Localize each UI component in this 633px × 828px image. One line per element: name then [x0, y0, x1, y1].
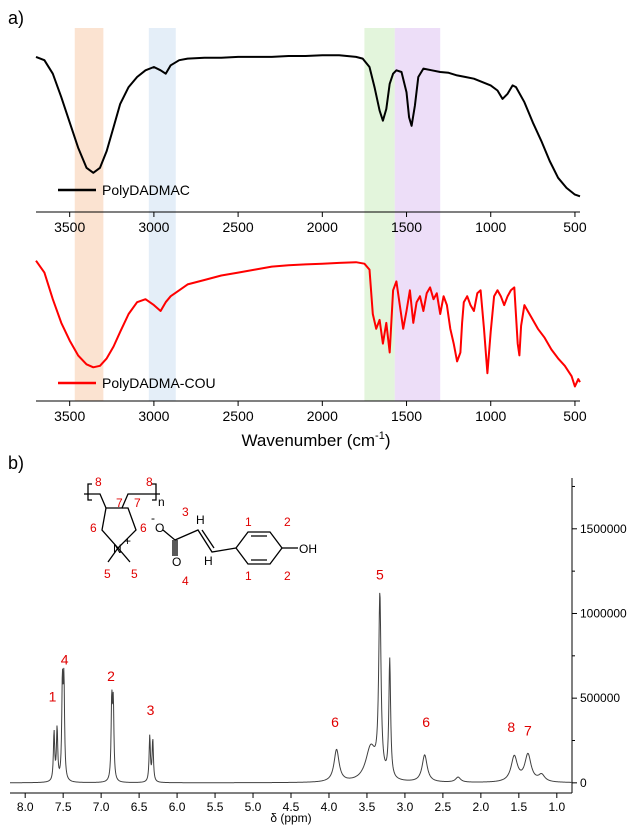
y-ticks-nmr: 0 500000 1000000 1500000: [572, 485, 627, 790]
mol-num-5a: 5: [104, 567, 111, 581]
n-methyls: [107, 547, 131, 563]
co-double: [172, 540, 178, 556]
y-tick-label: 1500000: [580, 522, 627, 536]
vinyl: [174, 529, 237, 553]
nmr-spectrum: [10, 592, 573, 784]
nmr-peak-labels: 1 4 2 3 6 5 6 8 7: [49, 567, 532, 739]
x-tick-label: 7.0: [93, 800, 110, 814]
mol-num-5b: 5: [131, 567, 138, 581]
atom-h-3: H: [196, 513, 205, 527]
x-tick-label: 3000: [138, 408, 169, 424]
peak-label: 1: [49, 689, 57, 705]
x-tick-label: 3000: [138, 219, 169, 235]
x-tick-label: 1500: [391, 219, 422, 235]
x-tick-label: 3500: [54, 219, 85, 235]
mol-num-2b: 2: [284, 569, 291, 583]
peak-label: 7: [524, 722, 532, 738]
x-tick-label: 6.5: [131, 800, 148, 814]
peak-label: 6: [331, 714, 339, 730]
atom-h-4: H: [204, 554, 213, 568]
mol-num-1a: 1: [245, 515, 252, 529]
x-tick-label: 2000: [307, 219, 338, 235]
x-ticks-ir-top: 3500 3000 2500 2000 1500 1000 500: [54, 212, 587, 235]
x-tick-label: 500: [563, 408, 587, 424]
ir-plot-polydadma-cou: [35, 260, 581, 388]
mol-num-6b: 6: [140, 521, 147, 535]
x-tick-label: 5.0: [245, 800, 262, 814]
ir-plot-polydadmac: [35, 54, 581, 198]
bracket-right: [152, 483, 157, 501]
peak-label: 5: [376, 567, 384, 583]
x-tick-label: 2.5: [435, 800, 452, 814]
x-tick-label: 8.0: [17, 800, 34, 814]
mol-num-8a: 8: [95, 475, 102, 489]
panel-a-label: a): [8, 8, 24, 28]
highlight-bands: [74, 28, 441, 401]
legend-label-polydadmac: PolyDADMAC: [102, 182, 190, 198]
x-tick-label: 6.0: [169, 800, 186, 814]
x-tick-label: 1.0: [548, 800, 565, 814]
x-ticks-nmr: 8.0 7.5 7.0 6.5 6.0 5.5 5.0 4.5 4.0 3.5 3.0 2.5 2.0 1…: [17, 793, 565, 814]
bracket-left: [87, 483, 92, 501]
peak-label: 3: [147, 702, 155, 718]
charge-plus: +: [124, 534, 131, 548]
x-tick-label: 2500: [223, 408, 254, 424]
mol-num-7b: 7: [134, 496, 141, 510]
y-tick-label: 500000: [580, 691, 620, 705]
nmr-line: [10, 592, 573, 784]
atom-n: N: [113, 542, 122, 556]
peak-label: 8: [507, 719, 515, 735]
molecule-structure: n N + O - O H H OH 8 8 7 7 6 6 5 5 3 4: [84, 475, 317, 588]
mol-num-6a: 6: [90, 521, 97, 535]
legend-label-polydadma-cou: PolyDADMA-COU: [102, 375, 216, 391]
x-tick-label: 3.5: [359, 800, 376, 814]
atom-o-carbonyl: O: [172, 555, 181, 569]
subscript-n: n: [158, 495, 165, 509]
mol-num-3: 3: [182, 505, 189, 519]
charge-minus: -: [151, 511, 155, 525]
highlight-band-2: [148, 28, 176, 401]
x-tick-label: 500: [563, 219, 587, 235]
highlight-band-1: [74, 28, 104, 401]
pyrrolidine-ring: [101, 507, 137, 549]
x-tick-label: 3500: [54, 408, 85, 424]
mol-num-2a: 2: [284, 515, 291, 529]
x-tick-label: 2500: [223, 219, 254, 235]
x-tick-label: 4.5: [283, 800, 300, 814]
x-tick-label: 1000: [475, 408, 506, 424]
mol-num-8b: 8: [146, 475, 153, 489]
x-tick-label: 7.5: [55, 800, 72, 814]
benzene-double: [251, 535, 267, 561]
series-line-polydadmac: [35, 54, 581, 198]
x-tick-label: 1000: [475, 219, 506, 235]
atom-o-minus: O: [155, 521, 164, 535]
x-tick-label: 1.5: [510, 800, 527, 814]
x-tick-label: 3.0: [397, 800, 414, 814]
benzene-ring: [235, 531, 283, 565]
x-tick-label: 5.5: [207, 800, 224, 814]
mol-num-4: 4: [182, 574, 189, 588]
mol-num-7a: 7: [116, 496, 123, 510]
x-tick-label: 1500: [391, 408, 422, 424]
atom-oh: OH: [299, 542, 317, 556]
peak-label: 4: [61, 651, 69, 667]
mol-num-1b: 1: [245, 569, 252, 583]
y-tick-label: 1000000: [580, 606, 627, 620]
peak-label: 2: [107, 668, 115, 684]
x-tick-label: 2.0: [473, 800, 490, 814]
panel-b-label: b): [8, 453, 24, 473]
y-tick-label: 0: [580, 776, 587, 790]
x-axis-label-wavenumber: Wavenumber (cm-1): [242, 430, 391, 450]
vinyl-double: [201, 529, 215, 549]
series-line-polydadma-cou: [35, 260, 581, 388]
peak-label: 6: [422, 714, 430, 730]
x-tick-label: 2000: [307, 408, 338, 424]
x-tick-label: 4.0: [321, 800, 338, 814]
x-ticks-ir-bottom: 3500 3000 2500 2000 1500 1000 500: [54, 401, 587, 424]
x-axis-label-ppm: δ (ppm): [270, 811, 311, 825]
